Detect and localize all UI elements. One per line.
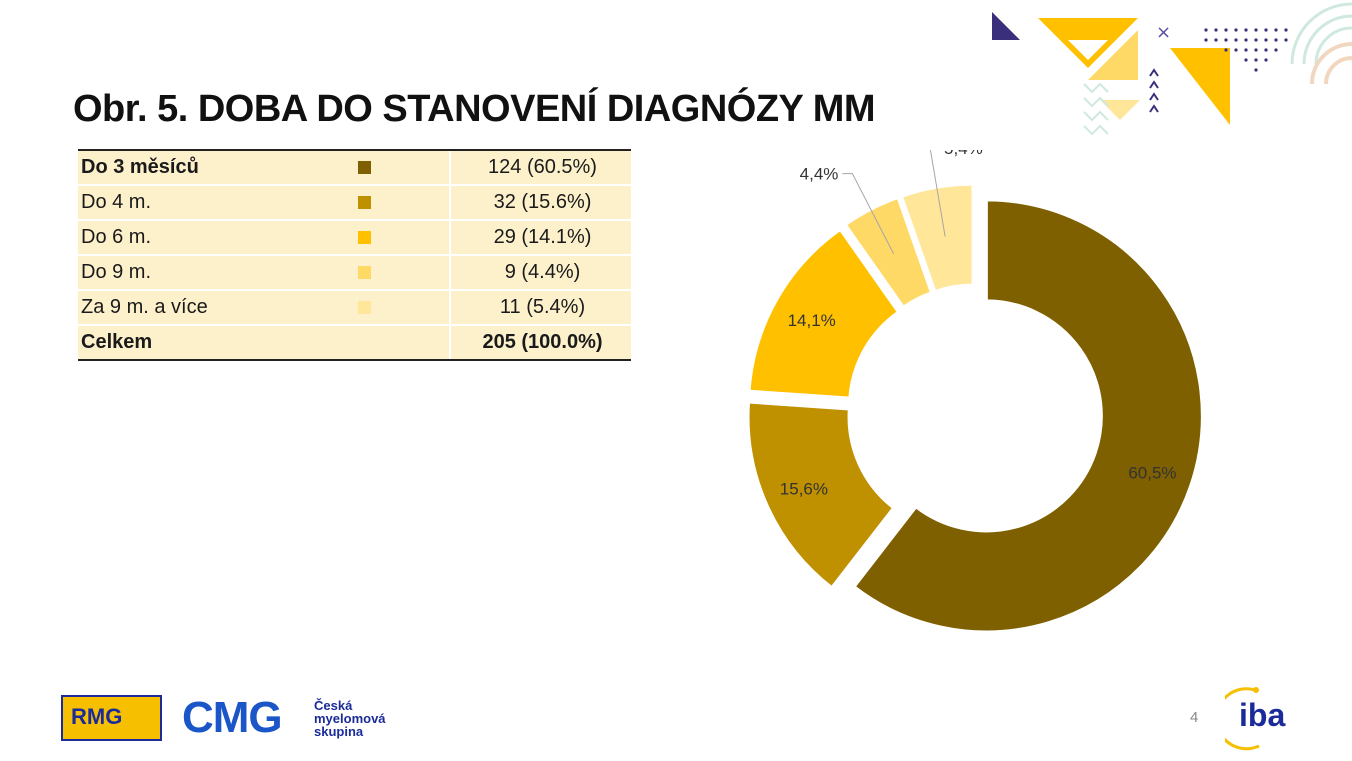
svg-text:×: ×	[1156, 22, 1171, 43]
row-label: Do 3 měsíců	[78, 149, 331, 186]
row-value: 29 (14.1%)	[449, 220, 631, 256]
slice-label: 5,4%	[944, 150, 983, 158]
slice-label: 15,6%	[780, 480, 828, 499]
slice-label: 60,5%	[1128, 464, 1176, 483]
donut-slice	[843, 195, 934, 310]
donut-slice	[899, 182, 975, 294]
table-total-row: Celkem 205 (100.0%)	[78, 324, 631, 361]
legend-swatch	[358, 161, 371, 175]
rmg-logo-text: RMG	[71, 704, 123, 729]
legend-swatch	[358, 231, 371, 245]
row-label: Do 9 m.	[78, 255, 331, 291]
page-number: 4	[1190, 709, 1199, 726]
cmg-logo: CMG	[182, 693, 283, 742]
slice-label: 14,1%	[788, 311, 836, 330]
slice-label: 4,4%	[800, 165, 839, 184]
table-row: Do 6 m. 29 (14.1%)	[78, 220, 631, 256]
leader-line	[929, 150, 946, 237]
total-label: Celkem	[78, 324, 331, 361]
row-value: 11 (5.4%)	[449, 290, 631, 326]
rmg-logo: RMG	[61, 695, 162, 741]
table-row: Do 9 m. 9 (4.4%)	[78, 255, 631, 291]
row-value: 32 (15.6%)	[449, 185, 631, 221]
donut-slice	[851, 198, 1204, 634]
leader-line	[842, 173, 895, 254]
legend-table: Do 3 měsíců 124 (60.5%) Do 4 m. 32 (15.6…	[78, 149, 631, 361]
table-row: Do 4 m. 32 (15.6%)	[78, 185, 631, 221]
row-value: 124 (60.5%)	[449, 149, 631, 186]
row-label: Do 4 m.	[78, 185, 331, 221]
cmg-logo-subtitle: Česká myelomová skupina	[314, 698, 386, 739]
legend-swatch	[358, 301, 371, 315]
iba-logo-text: iba	[1239, 697, 1285, 733]
donut-slice	[746, 400, 896, 590]
donut-slice	[747, 227, 901, 400]
total-value: 205 (100.0%)	[449, 324, 631, 361]
donut-chart: 60,5% 15,6% 14,1% 4,4% 5,4%	[746, 150, 1204, 634]
page-title: Obr. 5. DOBA DO STANOVENÍ DIAGNÓZY MM	[73, 88, 876, 130]
row-label: Do 6 m.	[78, 220, 331, 256]
legend-swatch	[358, 266, 371, 280]
row-label: Za 9 m. a více	[78, 290, 331, 326]
row-value: 9 (4.4%)	[449, 255, 631, 291]
decorative-pattern: ×	[992, 2, 1352, 136]
legend-swatch	[358, 196, 371, 210]
iba-logo: iba	[1225, 687, 1285, 751]
table-row: Do 3 měsíců 124 (60.5%)	[78, 149, 631, 186]
table-row: Za 9 m. a více 11 (5.4%)	[78, 290, 631, 326]
